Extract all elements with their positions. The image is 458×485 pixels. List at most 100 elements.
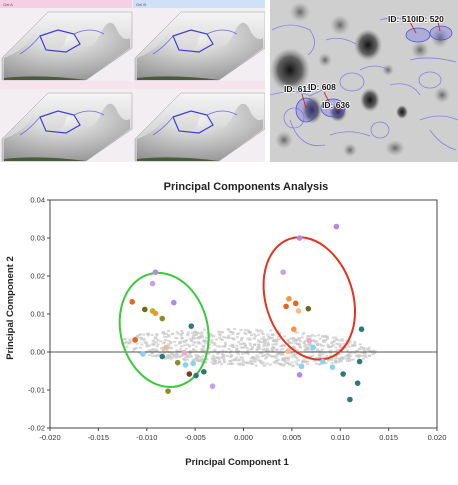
background-point	[167, 329, 171, 332]
background-point	[302, 341, 306, 344]
background-point	[252, 333, 256, 336]
background-point	[287, 342, 291, 345]
background-point	[204, 361, 208, 364]
background-point	[207, 352, 211, 355]
background-point	[292, 345, 296, 348]
background-point	[211, 341, 215, 344]
data-point	[358, 326, 365, 332]
background-point	[192, 341, 196, 344]
background-point	[162, 332, 166, 335]
data-point	[182, 362, 189, 368]
x-tick-label: 0.005	[282, 433, 301, 442]
background-point	[204, 357, 208, 360]
background-point	[240, 363, 244, 366]
background-point	[279, 362, 283, 365]
background-point	[225, 354, 229, 357]
background-point	[340, 346, 344, 349]
background-point	[349, 354, 353, 357]
background-point	[275, 342, 279, 345]
background-point	[326, 343, 330, 346]
data-point	[347, 396, 353, 403]
data-point	[295, 308, 302, 314]
background-point	[317, 350, 321, 353]
background-point	[150, 333, 154, 336]
background-point	[268, 363, 272, 366]
background-point	[260, 352, 264, 355]
background-point	[341, 339, 345, 342]
background-point	[249, 344, 253, 347]
background-point	[124, 340, 128, 343]
background-point	[345, 360, 349, 363]
background-point	[202, 346, 206, 349]
background-point	[266, 347, 270, 350]
background-point	[332, 344, 336, 347]
background-point	[232, 338, 236, 341]
background-point	[218, 334, 222, 337]
background-point	[148, 349, 152, 352]
background-point	[180, 354, 184, 357]
background-point	[181, 331, 185, 334]
data-point	[129, 299, 136, 305]
background-point	[158, 351, 162, 354]
background-point	[252, 337, 256, 340]
background-point	[315, 356, 319, 359]
background-point	[202, 358, 206, 361]
background-point	[373, 352, 377, 355]
background-point	[270, 336, 274, 339]
y-tick-label: 0.04	[30, 196, 45, 205]
x-axis-label: Principal Component 1	[185, 457, 289, 468]
background-point	[294, 360, 298, 363]
background-point	[311, 354, 315, 357]
background-point	[194, 349, 198, 352]
background-point	[191, 359, 195, 362]
background-point	[314, 340, 318, 343]
background-point	[165, 335, 169, 338]
background-point	[212, 359, 216, 362]
background-point	[235, 347, 239, 350]
background-point	[175, 349, 179, 352]
background-point	[197, 355, 201, 358]
background-point	[213, 356, 217, 359]
background-point	[156, 343, 160, 346]
background-point	[262, 343, 266, 346]
svg-text:Gel A: Gel A	[3, 2, 13, 7]
background-point	[322, 356, 326, 359]
background-point	[258, 347, 262, 350]
data-point	[298, 363, 305, 370]
background-point	[275, 340, 279, 343]
background-point	[371, 353, 375, 356]
background-point	[271, 345, 275, 348]
background-point	[334, 355, 338, 358]
background-point	[178, 340, 182, 343]
background-point	[248, 339, 252, 342]
background-point	[220, 352, 224, 355]
background-point	[264, 349, 268, 352]
background-point	[155, 334, 159, 337]
background-point	[343, 346, 347, 349]
background-point	[178, 356, 182, 359]
background-point	[233, 358, 237, 361]
background-point	[295, 343, 299, 346]
background-point	[241, 360, 245, 363]
background-point	[364, 356, 368, 359]
background-point	[263, 339, 267, 342]
background-point	[200, 333, 204, 336]
gel-spot-outlines	[270, 17, 458, 151]
chart-title: Principal Components Analysis	[164, 181, 329, 193]
background-point	[295, 331, 299, 334]
background-point	[228, 344, 232, 347]
background-point	[280, 344, 284, 347]
background-point	[220, 363, 224, 366]
background-point	[125, 345, 129, 348]
background-point	[367, 346, 371, 349]
data-point	[285, 348, 291, 355]
background-point	[169, 357, 173, 360]
background-point	[221, 345, 225, 348]
gel-highlight-regions	[295, 25, 453, 123]
background-point	[161, 346, 165, 349]
group-ellipse	[118, 271, 210, 388]
background-point	[287, 363, 291, 366]
background-point	[301, 333, 305, 336]
background-point	[211, 354, 215, 357]
background-point	[294, 331, 298, 334]
